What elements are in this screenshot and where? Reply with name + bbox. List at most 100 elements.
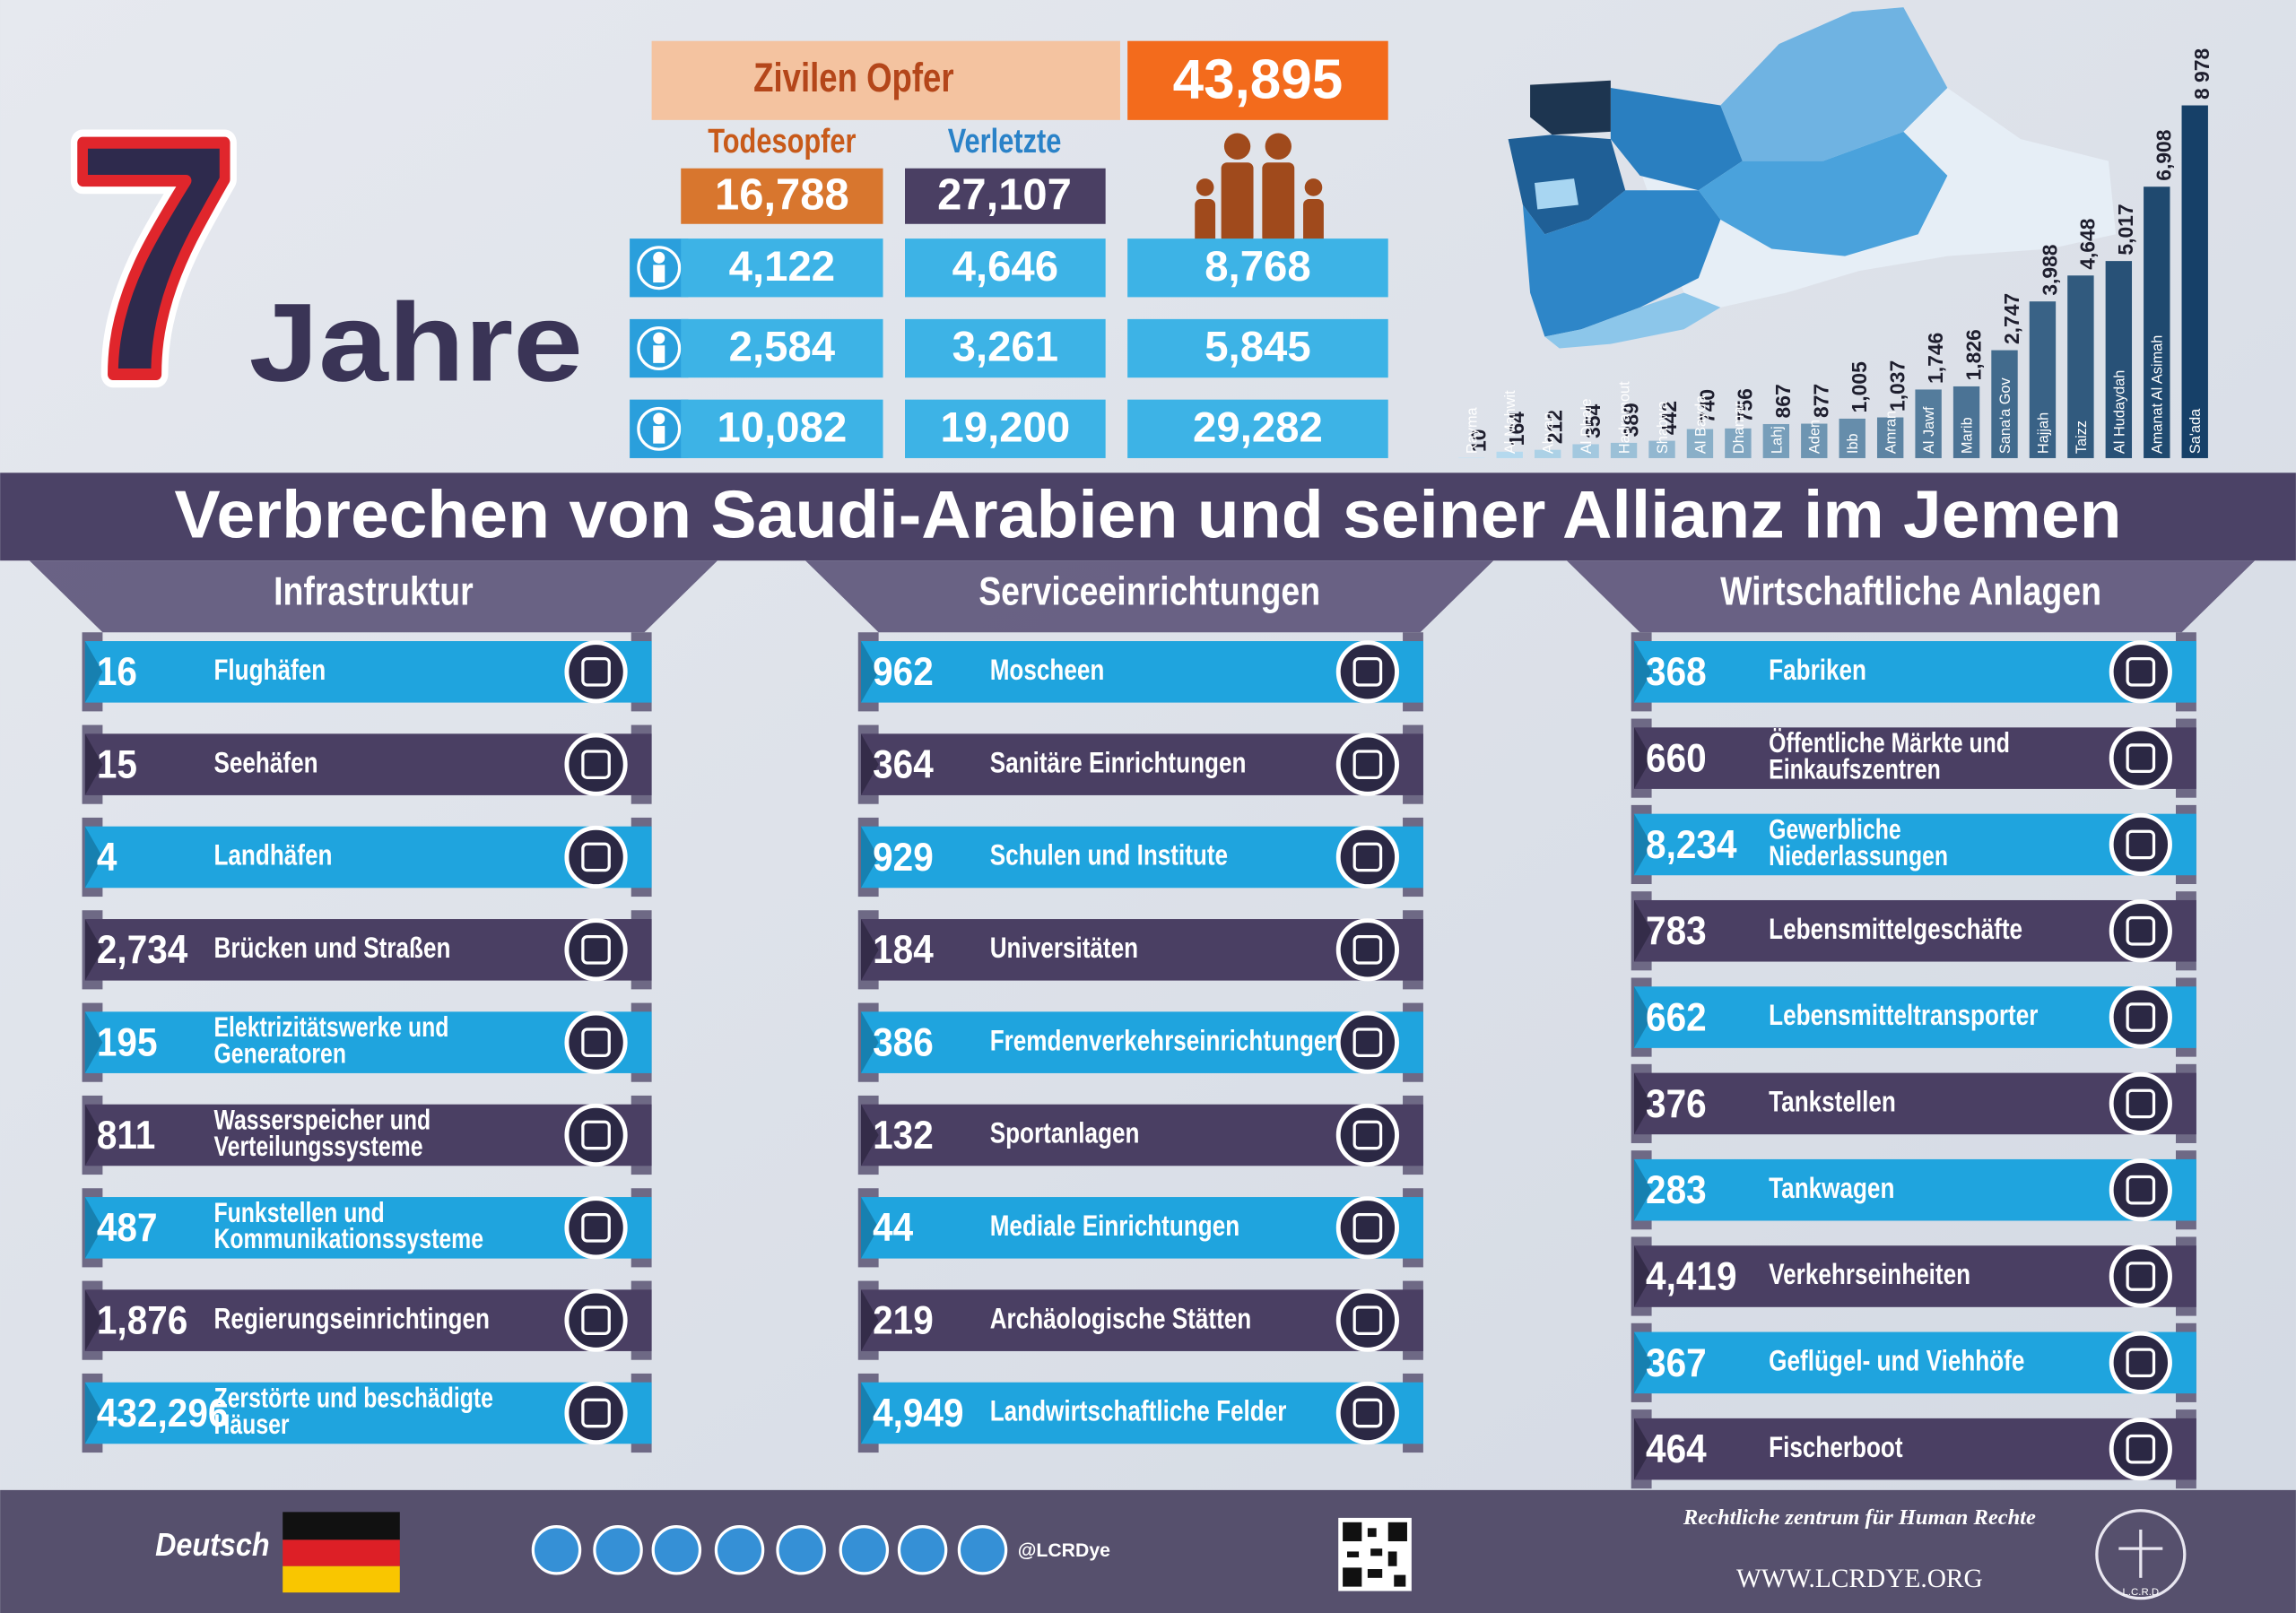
bar bbox=[1496, 451, 1523, 458]
section-header-shape bbox=[1566, 560, 2256, 633]
bar-category-label-group: Al Jawf bbox=[1921, 406, 1937, 454]
bar-category-label: Sa'ada bbox=[2187, 408, 2204, 454]
item-ribbon bbox=[84, 1382, 652, 1444]
row-icon bbox=[637, 406, 682, 451]
item-label: Universitäten bbox=[990, 932, 1138, 964]
bar-value-label-group: 8 978 bbox=[2190, 48, 2213, 100]
social-icon[interactable] bbox=[897, 1525, 948, 1575]
item-icon bbox=[2109, 1158, 2172, 1222]
banner-title: Verbrechen von Saudi-Arabien und seiner … bbox=[174, 476, 2121, 551]
bar-category-label-group: Amran bbox=[1883, 411, 1900, 454]
item-icon bbox=[1335, 1103, 1399, 1167]
item-ribbon bbox=[84, 1289, 652, 1351]
map bbox=[1508, 7, 2117, 349]
item-icon-glyph bbox=[2126, 1262, 2156, 1291]
item-icon-glyph bbox=[2126, 656, 2156, 687]
item-icon-glyph bbox=[581, 934, 611, 965]
item-count-group: 386 bbox=[873, 1020, 934, 1064]
item-icon bbox=[2109, 1071, 2172, 1135]
ribbon-fold bbox=[1633, 813, 1652, 876]
total-value: 43,895 bbox=[1173, 48, 1344, 110]
item-count-group: 367 bbox=[1646, 1340, 1707, 1384]
item-icon bbox=[1335, 733, 1399, 796]
item-label: Kommunikationssysteme bbox=[213, 1224, 483, 1254]
item-label-group: Einkaufszentren bbox=[1769, 754, 1941, 785]
item-count: 660 bbox=[1646, 736, 1707, 780]
person-head bbox=[1304, 178, 1323, 196]
deaths-total-group: 16,788 bbox=[715, 170, 849, 219]
item-count: 929 bbox=[873, 835, 934, 879]
item-icon-glyph bbox=[581, 656, 611, 687]
item-count: 487 bbox=[97, 1206, 158, 1250]
item-label: Landwirtschaftliche Felder bbox=[990, 1395, 1287, 1427]
bar-category-label-group: Sana'a Gov bbox=[1997, 377, 2013, 454]
total-value-group: 43,895 bbox=[1173, 48, 1344, 110]
social-icon[interactable] bbox=[531, 1525, 582, 1575]
bar-value-label-group: 740 bbox=[1695, 389, 1718, 423]
bar bbox=[1762, 423, 1790, 458]
item-label-group: Häuser bbox=[213, 1409, 289, 1439]
casualty-value-group: 8,768 bbox=[1205, 243, 1310, 291]
item-label-group: Flughäfen bbox=[213, 654, 326, 686]
item-icon bbox=[2109, 726, 2172, 790]
item-label: Mediale Einrichtungen bbox=[990, 1210, 1239, 1242]
social-icon[interactable] bbox=[593, 1525, 643, 1575]
headline-number-outline: 7 bbox=[70, 70, 239, 446]
item-count-group: 811 bbox=[97, 1113, 155, 1157]
item-count-group: 15 bbox=[97, 742, 137, 786]
item-count-group: 4,419 bbox=[1646, 1254, 1736, 1298]
casualty-value-group: 29,282 bbox=[1193, 403, 1323, 451]
item-icon-glyph bbox=[2126, 829, 2156, 860]
item-count: 4,949 bbox=[873, 1391, 963, 1435]
bar-value-label: 1,005 bbox=[1848, 361, 1871, 412]
item-label-group: Elektrizitätswerke und bbox=[213, 1012, 448, 1043]
item-label: Verkehrseinheiten bbox=[1769, 1258, 1970, 1290]
bar-category-label: Taizz bbox=[2074, 421, 2090, 454]
item-icon-glyph bbox=[581, 1398, 611, 1428]
bar bbox=[1610, 442, 1638, 458]
bar-value-label-group: 389 bbox=[1619, 403, 1642, 437]
item-label-group: Seehäfen bbox=[213, 747, 317, 779]
bar-category-label-group: Amanat Al Asimah bbox=[2150, 335, 2166, 454]
row-icon-head bbox=[653, 251, 665, 264]
bar-category-label-group: Rayma bbox=[1465, 406, 1481, 454]
item-label: Lebensmitteltransporter bbox=[1769, 999, 2039, 1031]
ribbon-fold bbox=[1633, 1245, 1652, 1307]
ribbon-fold bbox=[1633, 1158, 1652, 1221]
row-icon-head bbox=[653, 332, 665, 344]
social-icon[interactable] bbox=[957, 1525, 1008, 1575]
item-label: Brücken und Straßen bbox=[213, 932, 450, 964]
item-label: Regierungseinrichtingen bbox=[213, 1303, 489, 1335]
bar-category-label-group: Ibb bbox=[1845, 433, 1861, 454]
social-icon[interactable] bbox=[839, 1525, 890, 1575]
bar-value-label-group: 212 bbox=[1543, 410, 1566, 444]
item-ribbon bbox=[861, 641, 1423, 703]
ribbon-fold bbox=[861, 1382, 879, 1444]
bar-category-label: Abyan bbox=[1541, 412, 1557, 454]
bar-value-label-group: 1,826 bbox=[1961, 329, 1985, 380]
item-count: 4,419 bbox=[1646, 1254, 1736, 1298]
deaths-header: Todesopfer bbox=[708, 123, 856, 160]
item-count-group: 368 bbox=[1646, 650, 1707, 694]
casualty-box bbox=[1127, 238, 1388, 298]
bar-category-label-group: Sa'ada bbox=[2187, 408, 2204, 454]
item-count-group: 184 bbox=[873, 928, 934, 972]
social-icon[interactable] bbox=[776, 1525, 826, 1575]
person-body bbox=[1195, 199, 1216, 247]
item-count: 219 bbox=[873, 1298, 934, 1342]
item-count: 44 bbox=[873, 1206, 914, 1250]
person-body bbox=[1221, 162, 1254, 243]
item-count: 368 bbox=[1646, 650, 1707, 694]
item-ribbon bbox=[1633, 1072, 2196, 1135]
item-icon-glyph bbox=[1352, 1213, 1383, 1243]
ribbon-fold bbox=[84, 1197, 103, 1259]
item-count: 132 bbox=[873, 1113, 934, 1157]
social-icon[interactable] bbox=[651, 1525, 702, 1575]
item-label-group: Sanitäre Einrichtungen bbox=[990, 747, 1247, 779]
bar bbox=[1686, 429, 1714, 458]
bar-value-label: 1,746 bbox=[1924, 333, 1947, 384]
social-icon[interactable] bbox=[714, 1525, 765, 1575]
bar-value-label: 877 bbox=[1810, 384, 1833, 418]
bar bbox=[1725, 428, 1752, 458]
ribbon-fold bbox=[1633, 641, 1652, 703]
